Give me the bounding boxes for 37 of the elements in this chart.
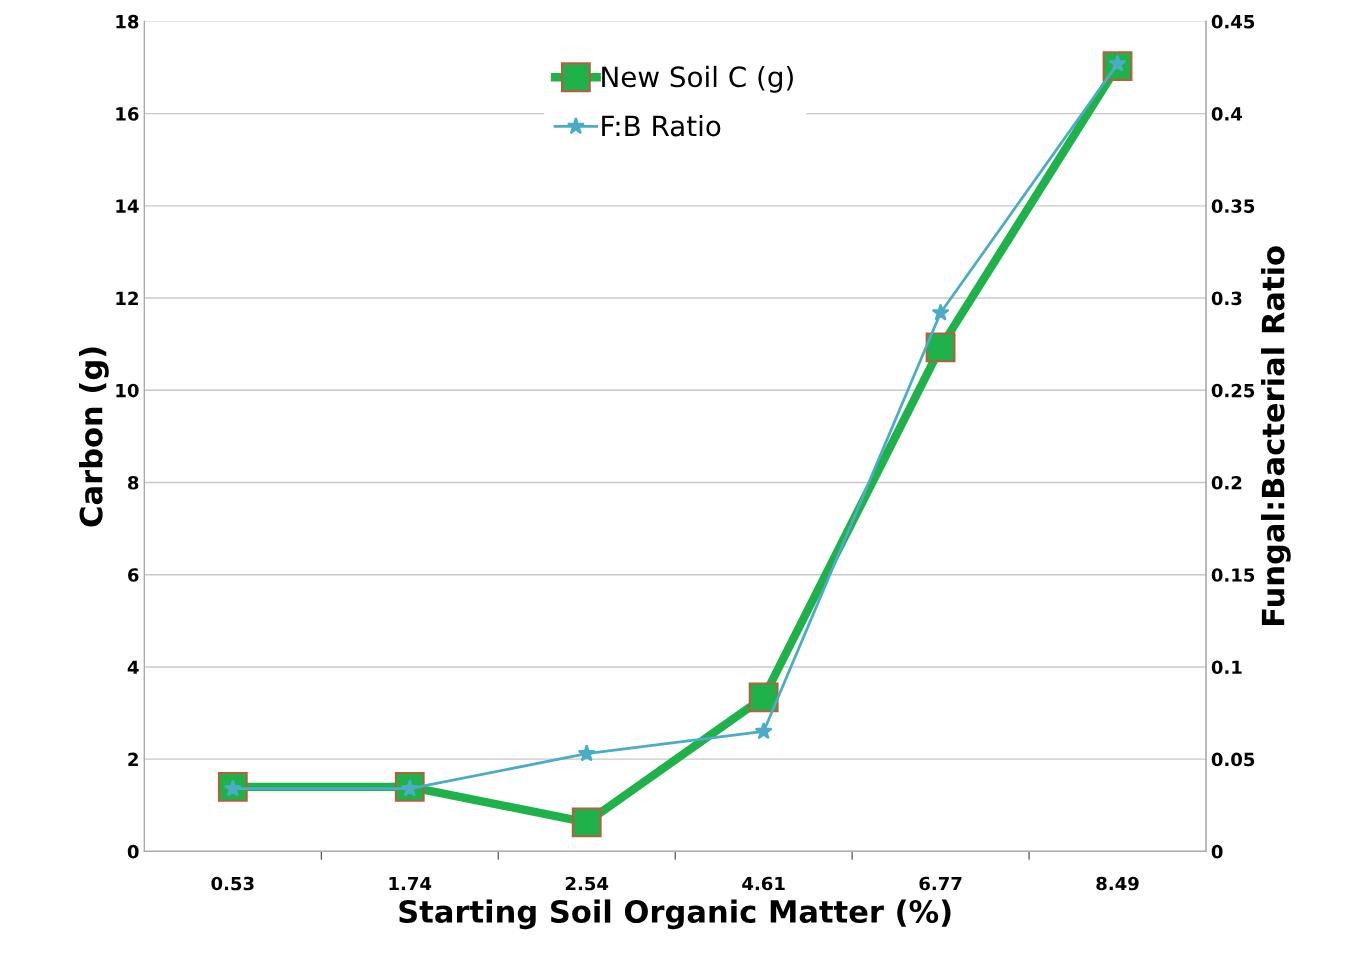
y-tick-label: 2 (128, 752, 138, 767)
y-tick-label: 12 (116, 291, 138, 305)
y2-tick-label: 0.45 (1211, 14, 1255, 29)
point (925, 332, 956, 363)
y-tick-label: 14 (116, 199, 139, 213)
point (754, 722, 773, 740)
y2-tick-label: 0.05 (1211, 752, 1255, 767)
point (748, 682, 779, 713)
y-tick-label: 16 (116, 107, 139, 121)
y2-tick-label: 0.2 (1211, 475, 1242, 490)
x-axis-title: Starting Soil Organic Matter (%) (399, 899, 951, 930)
y-tick-label: 4 (127, 660, 139, 674)
y2-tick-label: 0.15 (1211, 568, 1255, 582)
y-tick-label: 10 (116, 383, 139, 398)
x-tick-label: 2.54 (565, 876, 609, 891)
y2-tick-label: 0.25 (1211, 383, 1255, 398)
y-tick-label: 6 (128, 568, 139, 582)
x-tick-label: 1.74 (389, 876, 432, 891)
point (931, 303, 950, 321)
legend-label: F:B Ratio (602, 114, 721, 137)
y-tick-label: 8 (128, 475, 139, 490)
y2-tick-label: 0.1 (1211, 660, 1242, 675)
y-tick-label: 18 (116, 14, 139, 29)
x-tick-label: 6.77 (919, 876, 962, 891)
y2-tick-label: 0.3 (1211, 291, 1242, 306)
y2-tick-label: 0 (1211, 844, 1223, 859)
x-tick-label: 0.53 (211, 876, 254, 891)
y-axis-title: Carbon (g) (78, 347, 109, 527)
y-tick-label: 0 (127, 844, 139, 859)
x-tick-label: 8.49 (1096, 876, 1139, 891)
y2-tick-label: 0.4 (1211, 107, 1243, 121)
point (577, 744, 596, 762)
x-tick-label: 4.61 (742, 876, 785, 891)
legend-label: New Soil C (g) (602, 65, 793, 93)
y2-axis-title: Fungal:Bacterial Ratio (1260, 246, 1291, 626)
point (571, 807, 602, 838)
y2-tick-label: 0.35 (1211, 199, 1255, 213)
